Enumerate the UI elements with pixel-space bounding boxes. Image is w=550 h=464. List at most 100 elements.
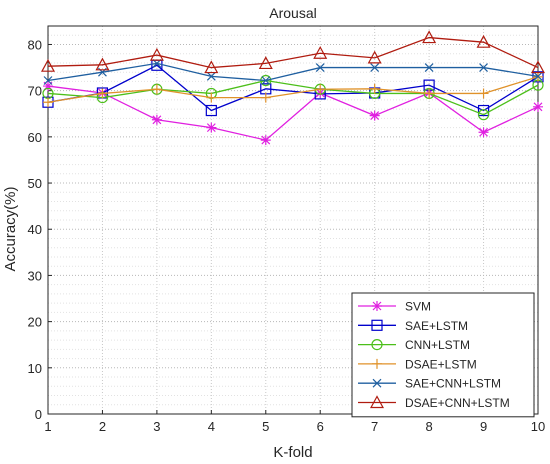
y-tick-label: 50 xyxy=(28,176,42,191)
data-point-sae-cnn-lstm xyxy=(315,63,325,72)
data-point-dsae-cnn-lstm xyxy=(149,47,164,61)
marker-triangle xyxy=(367,50,382,64)
data-point-svm xyxy=(533,101,543,112)
data-point-sae-cnn-lstm xyxy=(152,58,162,68)
marker-triangle xyxy=(476,34,491,48)
data-point-dsae-lstm xyxy=(43,97,53,108)
series-line-sae-cnn-lstm xyxy=(47,62,539,82)
plot-area-frame xyxy=(47,25,539,415)
y-tick-label: 40 xyxy=(28,222,42,237)
y-tick-label: 10 xyxy=(28,361,42,376)
legend-label: DSAE+LSTM xyxy=(405,357,477,371)
marker-x xyxy=(315,63,325,72)
data-point-dsae-lstm xyxy=(369,83,380,94)
legend-marker-dsae-lstm xyxy=(372,358,382,369)
data-point-svm xyxy=(151,114,162,125)
y-tick-label: 60 xyxy=(28,130,42,145)
legend-marker-sae-cnn-lstm xyxy=(372,378,382,388)
marker-asterisk xyxy=(151,114,162,125)
x-tick-label: 9 xyxy=(480,419,487,434)
data-point-dsae-cnn-lstm xyxy=(204,60,219,74)
chart-title: Arousal xyxy=(269,5,316,21)
data-point-dsae-cnn-lstm xyxy=(422,30,437,44)
series-line-dsae-lstm xyxy=(47,76,539,103)
x-axis-title: K-fold xyxy=(273,444,312,461)
marker-plus xyxy=(97,88,108,99)
marker-plus xyxy=(478,88,489,99)
data-point-dsae-lstm xyxy=(97,88,108,99)
data-point-sae-cnn-lstm xyxy=(43,76,53,85)
data-point-sae-cnn-lstm xyxy=(370,63,380,72)
data-point-dsae-cnn-lstm xyxy=(476,34,491,48)
x-tick-label: 8 xyxy=(425,419,432,434)
data-point-dsae-cnn-lstm xyxy=(40,58,56,72)
data-point-sae-lstm xyxy=(205,104,217,117)
marker-plus xyxy=(424,88,435,99)
marker-x xyxy=(370,63,380,72)
data-point-dsae-cnn-lstm xyxy=(258,56,273,70)
legend-marker-dsae-cnn-lstm xyxy=(369,395,385,409)
data-point-dsae-lstm xyxy=(478,88,489,99)
marker-plus xyxy=(372,358,382,369)
data-point-dsae-lstm xyxy=(151,84,162,95)
marker-triangle xyxy=(149,47,164,61)
marker-x xyxy=(479,63,488,72)
marker-x xyxy=(533,71,543,81)
series-line-dsae-cnn-lstm xyxy=(47,36,539,69)
marker-plus xyxy=(260,92,271,103)
data-point-sae-cnn-lstm xyxy=(533,71,543,81)
marker-triangle xyxy=(422,30,437,44)
legend-label: SAE+CNN+LSTM xyxy=(405,377,501,391)
x-tick-label: 4 xyxy=(208,419,215,434)
legend-label: SAE+LSTM xyxy=(405,319,468,333)
marker-triangle xyxy=(313,45,328,59)
data-point-dsae-lstm xyxy=(206,92,217,103)
marker-x xyxy=(152,58,162,68)
marker-plus xyxy=(369,83,380,94)
legend-box xyxy=(351,292,535,418)
y-tick-label: 20 xyxy=(28,315,42,330)
marker-asterisk xyxy=(372,301,382,311)
data-point-sae-cnn-lstm xyxy=(424,63,434,72)
y-tick-label: 80 xyxy=(28,37,42,52)
x-tick-label: 2 xyxy=(99,419,106,434)
marker-plus xyxy=(151,84,162,95)
y-tick-label: 70 xyxy=(28,84,42,99)
marker-triangle xyxy=(95,57,110,71)
marker-asterisk xyxy=(478,127,489,138)
series-line-svm xyxy=(47,85,539,141)
legend-label: SVM xyxy=(405,300,431,314)
series-group xyxy=(40,30,546,146)
marker-square xyxy=(371,319,383,331)
marker-x xyxy=(43,76,53,85)
marker-asterisk xyxy=(369,110,380,121)
marker-x xyxy=(372,378,382,388)
marker-plus xyxy=(315,84,326,95)
x-tick-label: 5 xyxy=(262,419,269,434)
series-cnn-lstm xyxy=(42,74,544,121)
y-tick-label: 30 xyxy=(28,268,42,283)
data-point-svm xyxy=(43,81,53,92)
marker-square xyxy=(205,104,217,117)
marker-triangle xyxy=(530,60,546,74)
data-point-svm xyxy=(260,135,271,146)
legend-marker-sae-lstm xyxy=(371,319,383,331)
data-point-sae-lstm xyxy=(477,104,490,117)
marker-x xyxy=(424,63,434,72)
marker-asterisk xyxy=(43,81,53,92)
marker-triangle xyxy=(204,60,219,74)
data-point-sae-cnn-lstm xyxy=(206,71,216,81)
x-tick-label: 10 xyxy=(531,419,545,434)
x-tick-label: 1 xyxy=(44,419,51,434)
marker-triangle xyxy=(40,58,56,72)
legend-marker-cnn-lstm xyxy=(371,339,383,351)
marker-triangle xyxy=(369,395,385,409)
marker-triangle xyxy=(258,56,273,70)
x-tick-label: 3 xyxy=(153,419,160,434)
series-line-sae-lstm xyxy=(47,64,539,112)
data-point-svm xyxy=(369,110,380,121)
axis-ticks: 1 2 3 4 5 6 7 8 9 10 0 10 20 30 40 50 60 70 80 xyxy=(28,37,546,434)
series-dsae-cnn-lstm xyxy=(40,30,546,74)
data-point-dsae-cnn-lstm xyxy=(530,60,546,74)
